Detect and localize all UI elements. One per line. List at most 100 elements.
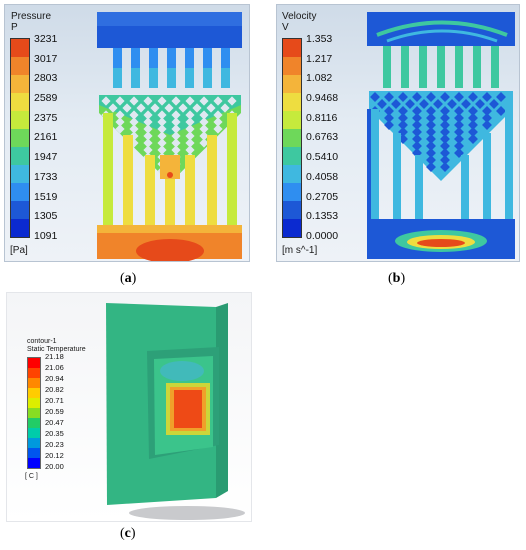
colorbar-segment — [28, 428, 40, 438]
pressure-legend-title: Pressure P — [11, 11, 51, 33]
lattice-hole — [454, 134, 464, 144]
lattice-hole — [171, 131, 181, 141]
lattice-hole — [157, 145, 167, 155]
colorbar-tick-label: 20.23 — [45, 440, 64, 449]
colorbar-tick-label: 0.4058 — [306, 170, 339, 183]
lattice-hole — [412, 141, 422, 151]
colorbar-segment — [28, 438, 40, 448]
lattice-hole — [157, 110, 167, 120]
colorbar-tick-label: 1.082 — [306, 72, 333, 85]
lattice-hole — [227, 96, 237, 106]
lattice-hole — [426, 127, 436, 137]
caption-c: (c) — [120, 526, 136, 541]
colorbar-segment — [283, 57, 301, 75]
temperature-colorbar — [27, 357, 41, 469]
lattice-hole — [157, 96, 167, 106]
colorbar-tick-label: 0.2705 — [306, 190, 339, 203]
lattice-hole — [178, 103, 188, 113]
lattice-hole — [115, 110, 125, 120]
colorbar-segment — [28, 388, 40, 398]
lattice-hole — [150, 103, 160, 113]
lattice-hole — [199, 138, 209, 148]
colorbar-segment — [11, 165, 29, 183]
lattice-hole — [440, 148, 450, 158]
colorbar-segment — [283, 39, 301, 57]
colorbar-tick-label: 1.353 — [306, 33, 333, 45]
lattice-hole — [213, 96, 223, 106]
lattice-hole — [157, 138, 167, 148]
lattice-hole — [220, 103, 230, 113]
lattice-hole — [199, 131, 209, 141]
colorbar-tick-label: 1519 — [34, 190, 58, 203]
colorbar-tick-label: 2803 — [34, 72, 58, 85]
temperature-plot-frame: contour-1 Static Temperature 21.18 21.06 2… — [6, 292, 252, 522]
colorbar-segment — [283, 165, 301, 183]
lattice-hole — [199, 110, 209, 120]
colorbar-segment — [11, 75, 29, 93]
pressure-colorbar-labels: 3231 3017 2803 2589 2375 2161 1947 1733 1519 1305… — [34, 34, 57, 242]
lattice-hole — [206, 103, 216, 113]
velocity-colorbar — [282, 38, 302, 238]
colorbar-segment — [28, 378, 40, 388]
temperature-legend-title-line1: contour-1 — [27, 338, 57, 345]
velocity-contour-panel: Velocity V 1.353 1.217 1.082 0.9468 0.8116 0.… — [276, 4, 520, 286]
lattice-hole — [185, 145, 195, 155]
colorbar-segment — [283, 201, 301, 219]
pressure-contour-panel: Pressure P 3231 3017 2803 2589 2375 2161 1947 1… — [4, 4, 250, 286]
colorbar-tick-label: 1.217 — [306, 52, 333, 65]
lattice-hole — [143, 96, 153, 106]
colorbar-tick-label: 0.5410 — [306, 151, 339, 164]
lattice-hole — [143, 110, 153, 120]
lattice-hole — [171, 117, 181, 127]
pressure-unit-label: [Pa] — [10, 245, 28, 256]
lattice-hole — [129, 124, 139, 134]
pressure-plot-frame: Pressure P 3231 3017 2803 2589 2375 2161 1947 1… — [4, 4, 250, 262]
colorbar-tick-label: 1305 — [34, 210, 58, 223]
lattice-hole — [426, 162, 436, 172]
lattice-hole — [171, 145, 181, 155]
colorbar-tick-label: 21.18 — [45, 352, 64, 361]
colorbar-tick-label: 2161 — [34, 131, 58, 144]
colorbar-tick-label: 0.9468 — [306, 92, 339, 105]
colorbar-segment — [28, 448, 40, 458]
colorbar-tick-label: 20.12 — [45, 451, 64, 460]
lattice-hole — [115, 96, 125, 106]
lattice-hole — [143, 131, 153, 141]
colorbar-tick-label: 20.35 — [45, 429, 64, 438]
colorbar-segment — [28, 418, 40, 428]
temperature-legend-title-line2: Static Temperature — [27, 346, 86, 353]
colorbar-tick-label: 20.47 — [45, 418, 64, 427]
lattice-hole — [440, 162, 450, 172]
lattice-hole — [115, 124, 125, 134]
temperature-contour-image — [106, 303, 245, 520]
colorbar-segment — [28, 408, 40, 418]
colorbar-tick-label: 0.8116 — [306, 111, 338, 124]
lattice-hole — [129, 96, 139, 106]
colorbar-tick-label: 0.6763 — [306, 131, 339, 144]
pressure-colorbar — [10, 38, 30, 238]
colorbar-segment — [11, 111, 29, 129]
velocity-legend-title-line1: Velocity — [282, 11, 317, 22]
colorbar-segment — [283, 93, 301, 111]
colorbar-tick-label: 0.1353 — [306, 210, 339, 223]
velocity-contour-image — [367, 12, 515, 259]
lattice-hole — [129, 110, 139, 120]
pressure-legend-title-line2: P — [11, 22, 18, 33]
colorbar-tick-label: 21.06 — [45, 363, 64, 372]
lattice-hole — [136, 103, 146, 113]
lattice-hole — [192, 103, 202, 113]
lattice-hole — [468, 127, 478, 137]
colorbar-segment — [11, 93, 29, 111]
colorbar-segment — [283, 129, 301, 147]
colorbar-tick-label: 0.0000 — [306, 229, 339, 242]
lattice-hole — [171, 124, 181, 134]
colorbar-segment — [11, 39, 29, 57]
colorbar-tick-label: 3231 — [34, 33, 58, 45]
lattice-hole — [426, 141, 436, 151]
temperature-legend-title: contour-1 Static Temperature — [27, 338, 86, 354]
colorbar-segment — [28, 398, 40, 408]
lattice-hole — [412, 127, 422, 137]
lattice-hole — [454, 127, 464, 137]
colorbar-tick-label: 2375 — [34, 111, 58, 124]
lattice-hole — [426, 155, 436, 165]
